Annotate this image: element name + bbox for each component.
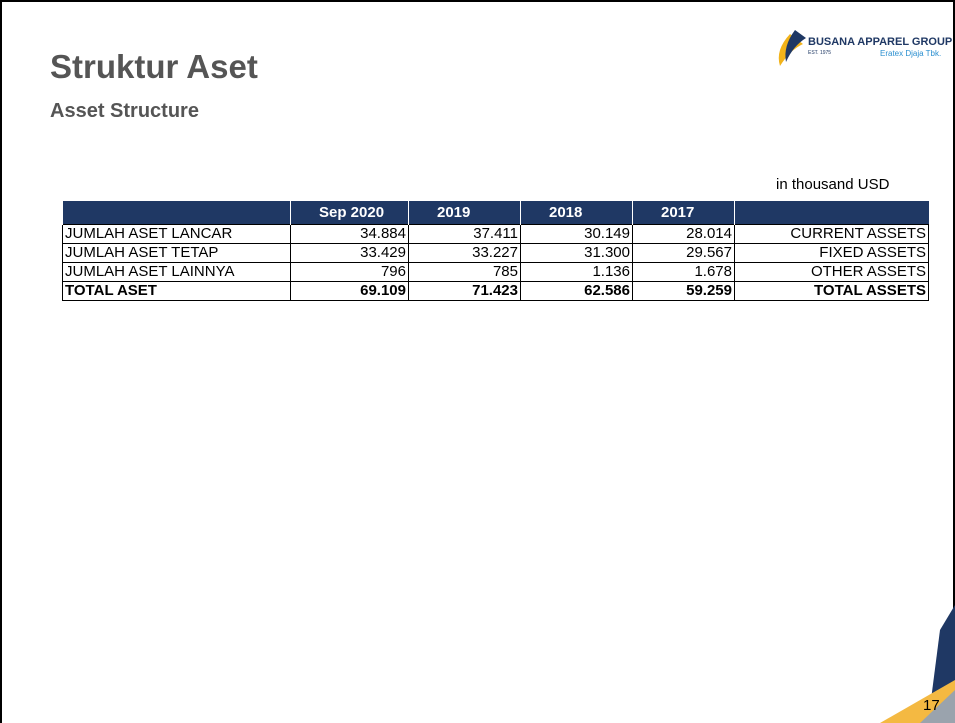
asset-table: Sep 2020 2019 2018 2017 JUMLAH ASET LANCAR 3… (62, 201, 929, 301)
column-header (734, 201, 929, 225)
table-cell: JUMLAH ASET TETAP (62, 243, 291, 263)
table-cell: OTHER ASSETS (734, 262, 929, 282)
table-cell: 62.586 (520, 281, 633, 301)
table-cell: 28.014 (632, 224, 735, 244)
column-header: 2017 (632, 201, 735, 225)
table-row: TOTAL ASET 69.109 71.423 62.586 59.259 TOTAL … (62, 281, 929, 301)
table-row: JUMLAH ASET LAINNYA 796 785 1.136 1.678 OTHER… (62, 262, 929, 282)
table-cell: CURRENT ASSETS (734, 224, 929, 244)
column-header: 2018 (520, 201, 633, 225)
table-cell: TOTAL ASET (62, 281, 291, 301)
table-cell: 1.136 (520, 262, 633, 282)
corner-triangle (920, 690, 955, 723)
table-cell: 34.884 (290, 224, 409, 244)
table-cell: 31.300 (520, 243, 633, 263)
header-row: Sep 2020 2019 2018 2017 (62, 201, 929, 225)
unit-note: in thousand USD (776, 176, 890, 193)
table-cell: 33.227 (408, 243, 521, 263)
column-header: Sep 2020 (290, 201, 409, 225)
table-row: JUMLAH ASET TETAP 33.429 33.227 31.300 29.56… (62, 243, 929, 263)
table-cell: JUMLAH ASET LAINNYA (62, 262, 291, 282)
table-cell: FIXED ASSETS (734, 243, 929, 263)
logo-text: BUSANA APPAREL GROUP (808, 36, 953, 48)
table-cell: 1.678 (632, 262, 735, 282)
title: Struktur Aset (50, 48, 258, 85)
table-cell: 785 (408, 262, 521, 282)
table-cell: TOTAL ASSETS (734, 281, 929, 301)
page-number: 17 (923, 697, 940, 714)
table-cell: JUMLAH ASET LANCAR (62, 224, 291, 244)
table-cell: 37.411 (408, 224, 521, 244)
table-cell: 59.259 (632, 281, 735, 301)
table-cell: 30.149 (520, 224, 633, 244)
subtitle: Asset Structure (50, 100, 199, 122)
logo-text: Eratex Djaja Tbk. (880, 49, 942, 58)
table-cell: 71.423 (408, 281, 521, 301)
table-cell: 29.567 (632, 243, 735, 263)
column-header (62, 201, 291, 225)
column-header: 2019 (408, 201, 521, 225)
table-row: JUMLAH ASET LANCAR 34.884 37.411 30.149 28.0… (62, 224, 929, 244)
logo-swoosh (785, 30, 806, 62)
logo-text: EST. 1975 (808, 50, 832, 56)
table-cell: 33.429 (290, 243, 409, 263)
table-cell: 796 (290, 262, 409, 282)
table-cell: 69.109 (290, 281, 409, 301)
